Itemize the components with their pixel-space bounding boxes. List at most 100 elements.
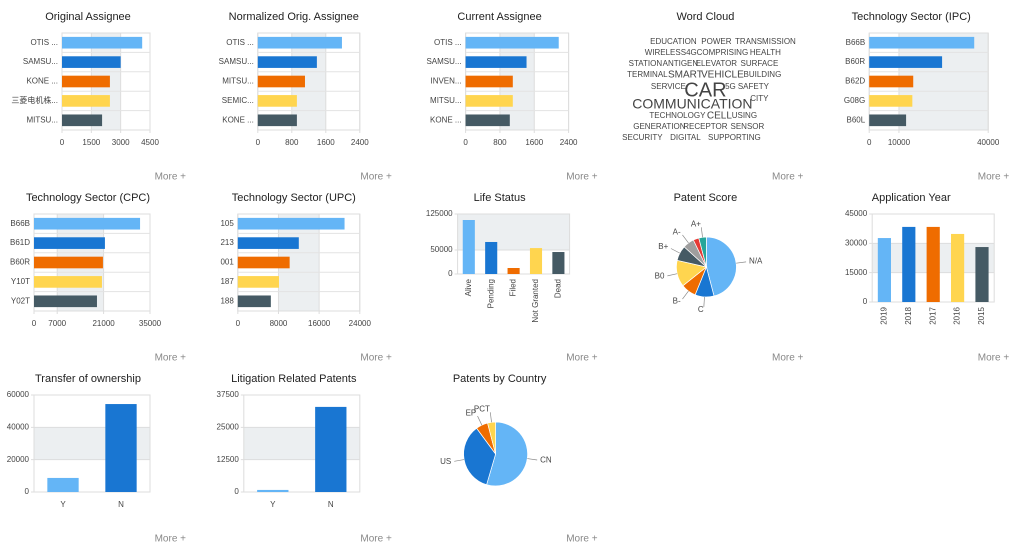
x-tick-label: 3000 bbox=[112, 138, 130, 147]
y-tick-label: 25000 bbox=[217, 422, 240, 431]
y-tick-label: 37500 bbox=[217, 390, 240, 399]
more-button[interactable]: More + bbox=[566, 534, 598, 545]
y-category-label: SAMSU... bbox=[426, 57, 461, 66]
bar bbox=[466, 56, 527, 68]
chart-title: Transfer of ownership bbox=[35, 373, 141, 385]
bar bbox=[951, 234, 964, 302]
x-tick-label: 10000 bbox=[888, 138, 911, 147]
cloud-word: BUILDING bbox=[744, 70, 782, 79]
y-category-label: 213 bbox=[220, 238, 234, 247]
bar bbox=[466, 114, 510, 126]
slice-label: US bbox=[440, 457, 451, 466]
chart-title: Technology Sector (UPC) bbox=[232, 192, 356, 204]
x-tick-label: 24000 bbox=[349, 319, 372, 328]
more-button[interactable]: More + bbox=[978, 172, 1010, 183]
bar bbox=[902, 227, 915, 302]
more-button[interactable]: More + bbox=[155, 353, 187, 364]
x-category-label: Not Granted bbox=[531, 279, 540, 323]
more-button[interactable]: More + bbox=[360, 172, 392, 183]
cloud-word: ANTIGEN bbox=[663, 59, 699, 68]
more-button[interactable]: More + bbox=[155, 534, 187, 545]
bar bbox=[530, 248, 542, 274]
bar bbox=[62, 95, 110, 107]
cloud-word: GENERATION bbox=[633, 122, 686, 131]
more-button[interactable]: More + bbox=[155, 172, 187, 183]
x-tick-label: 8000 bbox=[270, 319, 288, 328]
y-category-label: Y02T bbox=[11, 296, 30, 305]
bar bbox=[975, 247, 988, 302]
x-tick-label: 800 bbox=[493, 138, 507, 147]
y-category-label: KONE ... bbox=[222, 115, 254, 124]
leader-line bbox=[682, 235, 688, 243]
x-category-label: 2018 bbox=[904, 306, 913, 324]
leader-line bbox=[490, 412, 491, 422]
bar bbox=[105, 404, 136, 492]
bar bbox=[47, 478, 78, 492]
x-category-label: Filed bbox=[509, 279, 518, 296]
leader-line bbox=[704, 297, 705, 307]
more-button[interactable]: More + bbox=[566, 353, 598, 364]
y-tick-label: 45000 bbox=[845, 209, 868, 218]
x-tick-label: 40000 bbox=[977, 138, 1000, 147]
y-category-label: 188 bbox=[220, 296, 234, 305]
x-category-label: Pending bbox=[486, 279, 495, 308]
y-tick-label: 12500 bbox=[217, 455, 240, 464]
more-button[interactable]: More + bbox=[978, 353, 1010, 364]
x-tick-label: 1600 bbox=[317, 138, 335, 147]
bar bbox=[34, 295, 97, 307]
cloud-word: SAFETY bbox=[738, 82, 770, 91]
y-category-label: KONE ... bbox=[430, 115, 462, 124]
cloud-word: 4G bbox=[686, 48, 697, 57]
chart-title: Original Assignee bbox=[45, 11, 131, 23]
cloud-word: TECHNOLOGY bbox=[649, 111, 706, 120]
y-category-label: OTIS ... bbox=[226, 38, 254, 47]
y-category-label: INVEN... bbox=[430, 77, 461, 86]
cloud-word: STATION bbox=[629, 59, 663, 68]
bar bbox=[463, 220, 475, 274]
bar bbox=[62, 56, 121, 68]
more-button[interactable]: More + bbox=[772, 353, 804, 364]
leader-line bbox=[682, 291, 688, 299]
bar bbox=[508, 268, 520, 274]
cloud-word: POWER bbox=[701, 37, 731, 46]
x-tick-label: 1600 bbox=[525, 138, 543, 147]
slice-label: B- bbox=[673, 297, 681, 306]
x-tick-label: 0 bbox=[867, 138, 872, 147]
more-button[interactable]: More + bbox=[566, 172, 598, 183]
x-tick-label: 7000 bbox=[48, 319, 66, 328]
x-category-label: 2016 bbox=[953, 306, 962, 324]
cloud-word: CELL bbox=[707, 111, 732, 122]
y-category-label: MITSU... bbox=[222, 77, 254, 86]
bar bbox=[238, 218, 345, 230]
y-tick-label: 0 bbox=[234, 487, 239, 496]
chart-title: Technology Sector (CPC) bbox=[26, 192, 150, 204]
cloud-word: DIGITAL bbox=[670, 133, 701, 142]
more-button[interactable]: More + bbox=[772, 172, 804, 183]
cloud-word: SENSOR bbox=[731, 122, 765, 131]
bar bbox=[869, 56, 942, 68]
bar bbox=[869, 76, 913, 88]
y-category-label: OTIS ... bbox=[434, 38, 462, 47]
x-tick-label: 0 bbox=[32, 319, 37, 328]
bar bbox=[62, 114, 102, 126]
bar bbox=[466, 37, 559, 49]
y-category-label: B60L bbox=[847, 115, 866, 124]
cloud-word: SUPPORTING bbox=[708, 133, 761, 142]
cloud-word: RECEPTOR bbox=[683, 122, 728, 131]
y-category-label: SAMSU... bbox=[219, 57, 254, 66]
bar bbox=[466, 95, 513, 107]
bar bbox=[869, 114, 906, 126]
x-tick-label: 2400 bbox=[560, 138, 578, 147]
bar bbox=[466, 76, 513, 88]
slice-label: B0 bbox=[655, 272, 665, 281]
more-button[interactable]: More + bbox=[360, 353, 392, 364]
more-button[interactable]: More + bbox=[360, 534, 392, 545]
y-category-label: B62D bbox=[845, 77, 865, 86]
cloud-word: WIRELESS bbox=[645, 48, 686, 57]
x-tick-label: 35000 bbox=[139, 319, 162, 328]
cloud-word: SURFACE bbox=[741, 59, 779, 68]
y-category-label: B66B bbox=[10, 219, 30, 228]
leader-line bbox=[667, 274, 677, 276]
bar bbox=[34, 218, 140, 230]
